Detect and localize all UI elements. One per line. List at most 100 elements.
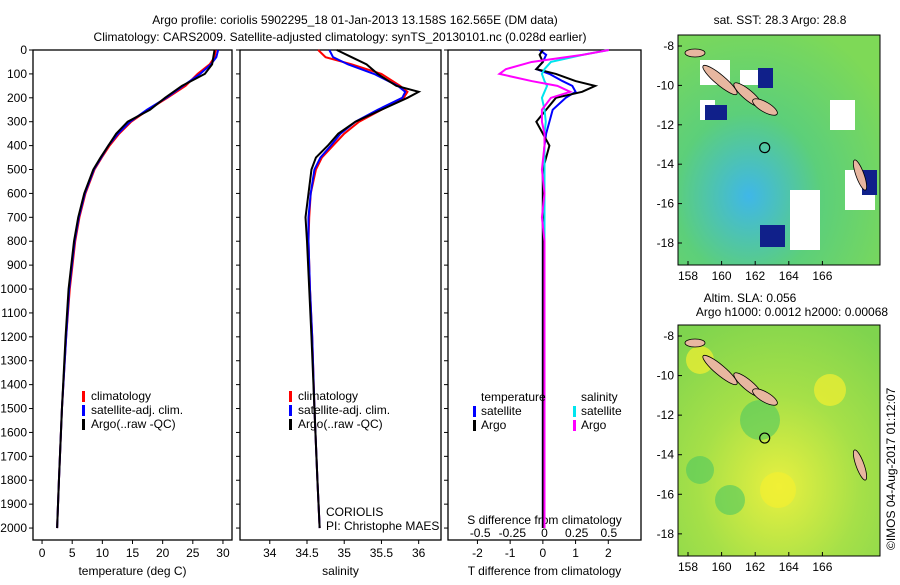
- y-tick-label: 1400: [0, 378, 27, 392]
- x-tick-label: 25: [186, 546, 200, 560]
- legend-label: satellite: [581, 404, 622, 418]
- x-tick-label: 36: [412, 546, 426, 560]
- map-nodata-patch: [740, 70, 760, 85]
- map-x-tick-label: 160: [712, 269, 732, 283]
- series-line-argo-raw-qc-: [56, 49, 216, 529]
- x-axis-label: salinity: [322, 564, 359, 578]
- legend-swatch: [82, 391, 85, 402]
- legend-label: satellite: [481, 404, 522, 418]
- x-tick-label: 10: [96, 546, 110, 560]
- y-tick-label: 1300: [0, 354, 27, 368]
- legend-label: Argo(..raw -QC): [298, 417, 383, 431]
- map-anomaly-patch: [686, 456, 714, 484]
- legend-swatch: [289, 405, 292, 416]
- legend-label: climatology: [298, 389, 358, 403]
- map-island: [702, 64, 738, 96]
- legend-label: satellite-adj. clim.: [298, 403, 390, 417]
- y-tick-label: 1900: [0, 497, 27, 511]
- map-y-tick-label: -18: [657, 527, 675, 541]
- y-tick-label: 500: [7, 163, 27, 177]
- y-tick-label: 1000: [0, 282, 27, 296]
- legend-label: Argo(..raw -QC): [91, 417, 176, 431]
- map-island: [752, 388, 778, 406]
- plot-frame-0: [32, 49, 233, 541]
- series-line-climatology: [56, 49, 217, 529]
- x2-tick-label: 0: [541, 526, 548, 540]
- x2-tick-label: 0.5: [600, 526, 617, 540]
- map-y-tick-label: -10: [657, 369, 675, 383]
- map-frame-1: [677, 324, 881, 557]
- x2-tick-label: -0.25: [499, 526, 527, 540]
- map-island: [684, 338, 706, 348]
- y-tick-label: 0: [20, 43, 27, 57]
- y-tick-label: 600: [7, 186, 27, 200]
- map-y-tick-label: -14: [657, 157, 675, 171]
- map-y-tick-label: -14: [657, 448, 675, 462]
- argo-position-marker: [759, 142, 771, 154]
- y-tick-label: 1200: [0, 330, 27, 344]
- legend-heading-temperature: temperature: [481, 390, 546, 404]
- legend-heading-salinity: salinity: [581, 390, 618, 404]
- legend-label: satellite-adj. clim.: [91, 403, 183, 417]
- map-anomaly-patch: [814, 374, 846, 406]
- map-x-tick-label: 158: [678, 560, 698, 574]
- y-tick-label: 300: [7, 115, 27, 129]
- y-tick-label: 100: [7, 67, 27, 81]
- map-island: [852, 449, 868, 481]
- legend-label: climatology: [91, 389, 151, 403]
- sst-map-title: sat. SST: 28.3 Argo: 28.8: [714, 13, 847, 27]
- legend-swatch: [289, 419, 292, 430]
- map-y-tick-label: -18: [657, 236, 675, 250]
- map-frame-0: [677, 34, 881, 266]
- y-tick-label: 400: [7, 139, 27, 153]
- x-tick-label: 35: [338, 546, 352, 560]
- legend-swatch: [573, 406, 576, 417]
- sla-map-title-1: Altim. SLA: 0.056: [704, 291, 797, 305]
- map-anomaly-patch: [760, 472, 796, 508]
- map-nodata-patch: [830, 100, 855, 130]
- x-tick-label: 2: [605, 546, 612, 560]
- x-tick-label: 1: [572, 546, 579, 560]
- y-tick-label: 1500: [0, 402, 27, 416]
- map-x-tick-label: 164: [779, 269, 799, 283]
- x-tick-label: 35.5: [370, 546, 394, 560]
- argo-position-marker: [759, 432, 771, 444]
- map-island: [684, 48, 706, 58]
- x-tick-label: -2: [472, 546, 483, 560]
- x-axis-label: T difference from climatology: [468, 564, 622, 578]
- x-tick-label: 34: [263, 546, 277, 560]
- y-tick-label: 200: [7, 91, 27, 105]
- legend-swatch: [473, 420, 476, 431]
- y-tick-label: 900: [7, 258, 27, 272]
- map-island: [752, 98, 778, 116]
- y-tick-label: 1700: [0, 449, 27, 463]
- map-x-tick-label: 166: [812, 560, 832, 574]
- annotation-line: CORIOLIS: [326, 505, 383, 519]
- x-tick-label: 20: [156, 546, 170, 560]
- map-cold-patch: [760, 225, 785, 247]
- map-y-tick-label: -16: [657, 197, 675, 211]
- legend-swatch: [573, 420, 576, 431]
- x-tick-label: 5: [69, 546, 76, 560]
- x-tick-label: 34.5: [295, 546, 319, 560]
- legend-swatch: [82, 405, 85, 416]
- sla-map-title-2: Argo h1000: 0.0012 h2000: 0.00068: [696, 305, 888, 319]
- map-x-tick-label: 160: [712, 560, 732, 574]
- x-tick-label: 0: [540, 546, 547, 560]
- y-tick-label: 1600: [0, 425, 27, 439]
- x2-tick-label: -0.5: [470, 526, 491, 540]
- map-y-tick-label: -12: [657, 408, 675, 422]
- y-tick-label: 1100: [1, 306, 27, 320]
- annotation-line: PI: Christophe MAES: [326, 519, 439, 533]
- map-x-tick-label: 158: [678, 269, 698, 283]
- plot-frame-1: [239, 49, 442, 541]
- series-line-s-argo: [497, 49, 610, 529]
- map-nodata-patch: [790, 190, 820, 250]
- map-anomaly-patch: [740, 400, 780, 440]
- map-anomaly-patch: [686, 346, 714, 374]
- credit-text: ©IMOS 04-Aug-2017 01:12:07: [884, 387, 898, 550]
- y-tick-label: 800: [7, 234, 27, 248]
- map-y-tick-label: -16: [657, 487, 675, 501]
